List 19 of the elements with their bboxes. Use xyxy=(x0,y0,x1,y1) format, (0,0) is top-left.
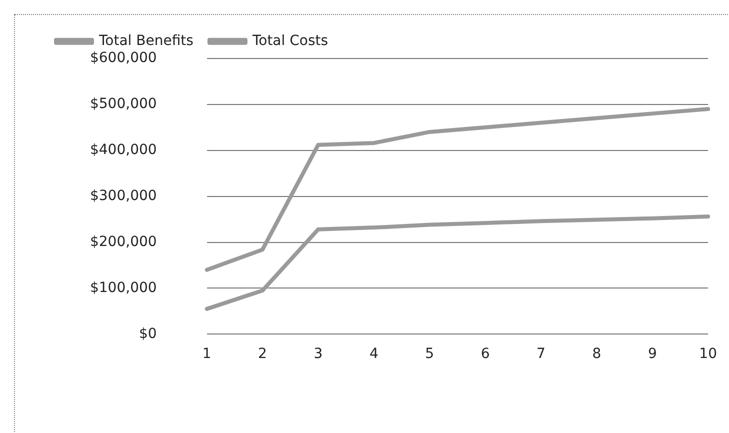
x-tick-label: 1 xyxy=(202,346,212,362)
y-tick-label: $600,000 xyxy=(90,50,157,66)
y-tick-label: $0 xyxy=(138,326,157,342)
x-tick-label: 10 xyxy=(699,346,718,362)
x-tick-label: 9 xyxy=(648,346,657,362)
legend-label: Total Benefits xyxy=(98,33,194,50)
y-tick-label: $500,000 xyxy=(90,96,157,112)
x-tick-label: 2 xyxy=(258,346,267,362)
x-tick-label: 3 xyxy=(314,346,323,362)
x-tick-label: 4 xyxy=(369,346,378,362)
y-tick-label: $100,000 xyxy=(90,280,157,296)
x-tick-label: 8 xyxy=(592,346,602,362)
y-tick-label: $300,000 xyxy=(90,188,157,204)
x-tick-label: 5 xyxy=(425,346,434,362)
x-tick-label: 6 xyxy=(480,346,490,362)
legend-label: Total Costs xyxy=(251,33,328,50)
y-tick-label: $200,000 xyxy=(90,234,157,250)
y-tick-label: $400,000 xyxy=(90,142,157,158)
x-tick-label: 7 xyxy=(536,346,546,362)
